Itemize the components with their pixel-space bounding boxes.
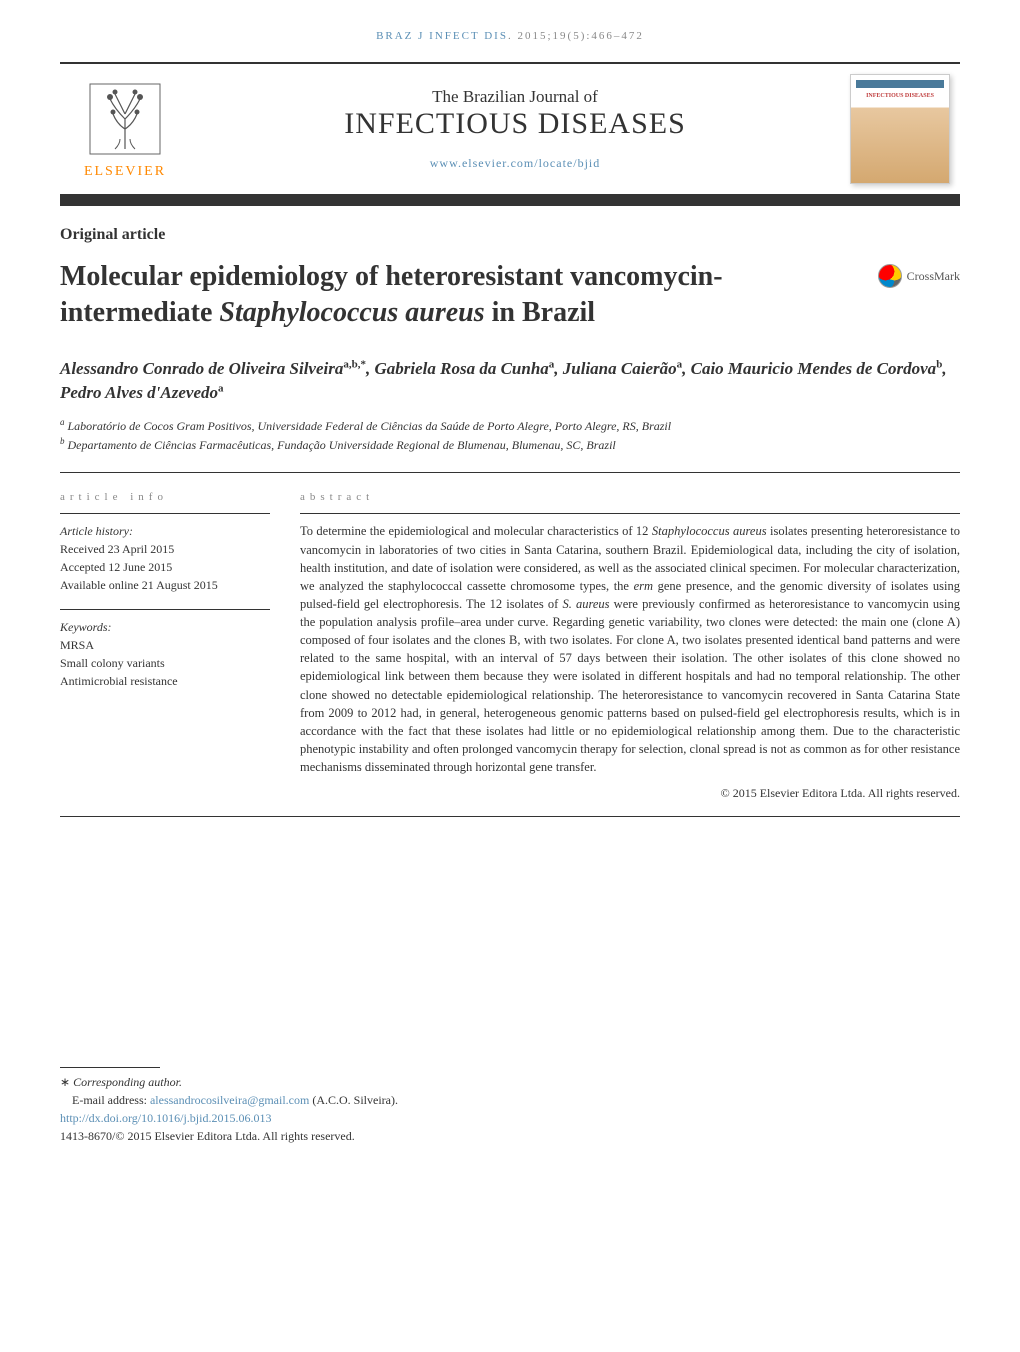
citation-year-vol: . 2015;19(5):466–472 <box>508 30 644 42</box>
journal-url-link[interactable]: www.elsevier.com/locate/bjid <box>200 156 830 171</box>
journal-title-block: The Brazilian Journal of INFECTIOUS DISE… <box>190 64 840 194</box>
email-line: E-mail address: alessandrocosilveira@gma… <box>60 1091 960 1109</box>
elsevier-tree-icon <box>85 79 165 159</box>
crossmark-label: CrossMark <box>907 269 960 284</box>
affiliation-a: a Laboratório de Cocos Gram Positivos, U… <box>60 416 960 435</box>
author-2: , Gabriela Rosa da Cunha <box>366 359 549 378</box>
affiliation-b-text: Departamento de Ciências Farmacêuticas, … <box>65 438 616 452</box>
info-abstract-row: article info Article history: Received 2… <box>60 491 960 801</box>
citation-journal-abbrev: braz j infect dis <box>376 30 508 42</box>
journal-name: INFECTIOUS DISEASES <box>200 107 830 141</box>
journal-header: ELSEVIER The Brazilian Journal of INFECT… <box>60 62 960 206</box>
divider-top <box>60 472 960 473</box>
corresponding-marker: ∗ <box>60 1075 73 1089</box>
keywords-block: Keywords: MRSA Small colony variants Ant… <box>60 609 270 690</box>
article-type: Original article <box>60 226 960 244</box>
history-label: Article history: <box>60 522 270 540</box>
abstract-it1: Staphylococcus aureus <box>652 524 767 538</box>
page-footer: ∗ Corresponding author. E-mail address: … <box>60 1067 960 1145</box>
article-history-block: Article history: Received 23 April 2015 … <box>60 513 270 594</box>
journal-cover-thumbnail[interactable]: INFECTIOUS DISEASES <box>840 64 960 194</box>
author-1: Alessandro Conrado de Oliveira Silveira <box>60 359 343 378</box>
abstract-heading: abstract <box>300 491 960 503</box>
doi-link[interactable]: http://dx.doi.org/10.1016/j.bjid.2015.06… <box>60 1111 271 1125</box>
abstract-it2: erm <box>634 579 653 593</box>
affiliation-b: b Departamento de Ciências Farmacêuticas… <box>60 435 960 454</box>
affiliation-a-text: Laboratório de Cocos Gram Positivos, Uni… <box>65 419 672 433</box>
email-label: E-mail address: <box>72 1093 150 1107</box>
email-attribution: (A.C.O. Silveira). <box>309 1093 398 1107</box>
doi-line: http://dx.doi.org/10.1016/j.bjid.2015.06… <box>60 1109 960 1127</box>
corresponding-email-link[interactable]: alessandrocosilveira@gmail.com <box>150 1093 309 1107</box>
article-info-heading: article info <box>60 491 270 503</box>
article-title: Molecular epidemiology of heteroresistan… <box>60 259 858 332</box>
crossmark-icon <box>878 264 902 288</box>
keyword-1: MRSA <box>60 636 270 654</box>
title-post: in Brazil <box>485 297 595 328</box>
title-row: Molecular epidemiology of heteroresistan… <box>60 259 960 332</box>
abstract-p1-pre: To determine the epidemiological and mol… <box>300 524 652 538</box>
abstract-it3: S. aureus <box>562 597 609 611</box>
affiliations: a Laboratório de Cocos Gram Positivos, U… <box>60 416 960 454</box>
corresponding-author-line: ∗ Corresponding author. <box>60 1073 960 1091</box>
cover-image: INFECTIOUS DISEASES <box>850 74 950 184</box>
corresponding-label: Corresponding author. <box>73 1075 182 1089</box>
abstract-column: abstract To determine the epidemiologica… <box>300 491 960 801</box>
accepted-date: Accepted 12 June 2015 <box>60 558 270 576</box>
keyword-3: Antimicrobial resistance <box>60 672 270 690</box>
abstract-copyright: © 2015 Elsevier Editora Ltda. All rights… <box>300 786 960 801</box>
received-date: Received 23 April 2015 <box>60 540 270 558</box>
footnote-divider <box>60 1067 160 1068</box>
abstract-text: To determine the epidemiological and mol… <box>300 513 960 776</box>
authors-list: Alessandro Conrado de Oliveira Silveiraa… <box>60 357 960 405</box>
elsevier-publisher-name: ELSEVIER <box>84 164 166 180</box>
author-1-sup: a,b,* <box>343 358 366 370</box>
author-3: , Juliana Caierão <box>554 359 676 378</box>
title-species: Staphylococcus aureus <box>219 297 484 328</box>
crossmark-badge[interactable]: CrossMark <box>878 264 960 288</box>
issn-copyright-line: 1413-8670/© 2015 Elsevier Editora Ltda. … <box>60 1127 960 1145</box>
cover-image-title: INFECTIOUS DISEASES <box>856 93 944 99</box>
keyword-2: Small colony variants <box>60 654 270 672</box>
journal-subtitle: The Brazilian Journal of <box>200 87 830 107</box>
author-4: , Caio Mauricio Mendes de Cordova <box>682 359 936 378</box>
author-5-sup: a <box>218 382 224 394</box>
keywords-label: Keywords: <box>60 618 270 636</box>
elsevier-logo[interactable]: ELSEVIER <box>60 64 190 194</box>
article-info-column: article info Article history: Received 2… <box>60 491 270 801</box>
available-date: Available online 21 August 2015 <box>60 576 270 594</box>
abstract-p1-post: were previously confirmed as heteroresis… <box>300 597 960 774</box>
header-citation: braz j infect dis. 2015;19(5):466–472 <box>60 30 960 42</box>
divider-bottom <box>60 816 960 817</box>
